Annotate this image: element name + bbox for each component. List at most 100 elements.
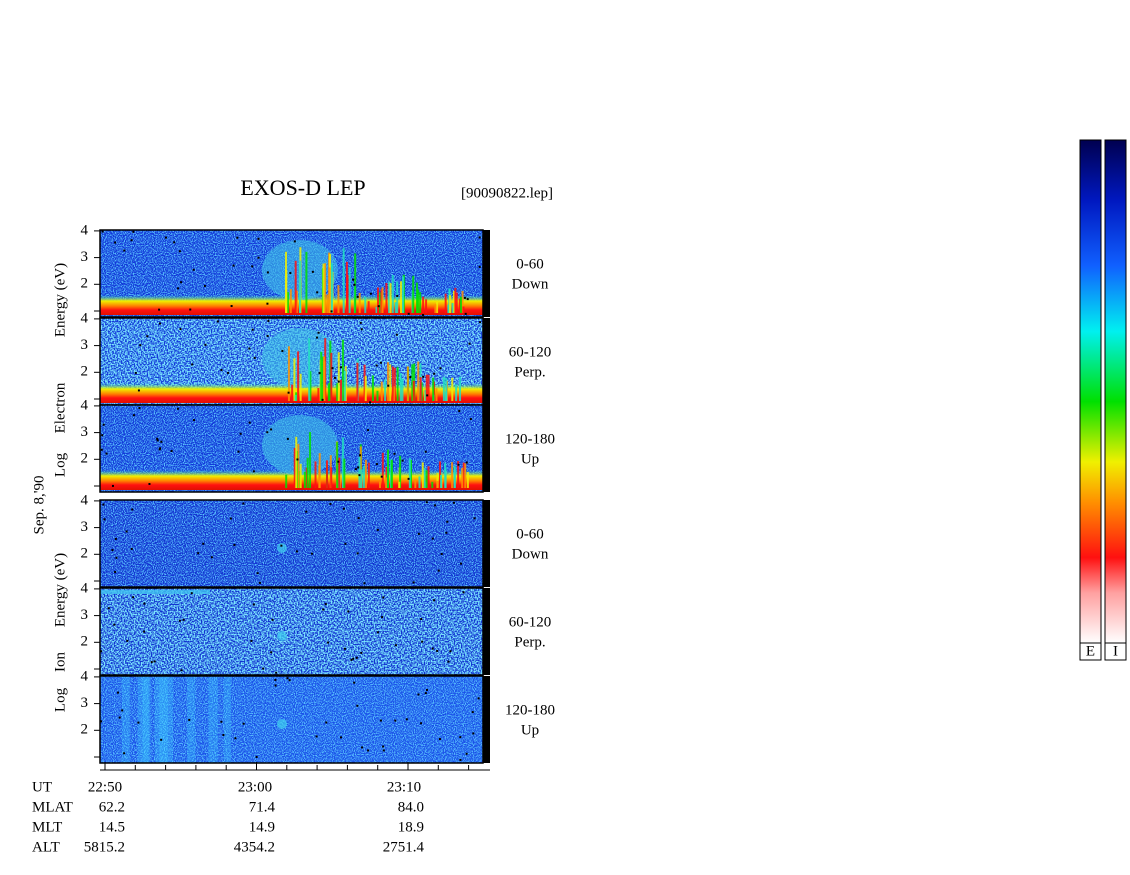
dropout xyxy=(130,239,133,242)
dropout xyxy=(160,440,163,443)
dropout xyxy=(118,716,121,719)
dropout xyxy=(257,256,260,259)
spike xyxy=(454,287,457,313)
dropout xyxy=(153,660,156,663)
dropout xyxy=(473,517,476,520)
dropout xyxy=(158,308,161,311)
dropout xyxy=(232,264,235,267)
spike xyxy=(399,281,402,313)
spike xyxy=(423,467,426,488)
y-axis-label: Log xyxy=(52,687,68,712)
dropout xyxy=(380,475,383,478)
spike xyxy=(364,375,367,401)
spike xyxy=(299,463,302,488)
spike xyxy=(399,372,402,401)
spike xyxy=(317,387,320,401)
dropout xyxy=(333,376,336,379)
spike xyxy=(318,453,321,488)
spike xyxy=(396,281,399,313)
spike xyxy=(379,292,382,313)
dropout xyxy=(352,657,355,660)
dropout xyxy=(255,755,258,758)
dropout xyxy=(425,688,428,691)
dropout xyxy=(237,450,240,453)
spike xyxy=(295,436,298,488)
row-value: 18.9 xyxy=(398,819,424,835)
dropout xyxy=(248,347,251,350)
dropout xyxy=(295,550,298,553)
colorbar xyxy=(1104,139,1127,644)
spike xyxy=(305,251,308,313)
spike xyxy=(389,283,392,313)
spike xyxy=(417,361,420,401)
dropout xyxy=(376,631,379,634)
spike xyxy=(314,461,317,488)
dropout xyxy=(252,603,255,606)
spike xyxy=(452,291,455,313)
y-tick-label: 3 xyxy=(81,607,89,623)
dropout xyxy=(459,736,462,739)
spike xyxy=(389,364,392,401)
spike xyxy=(364,459,367,488)
dropout xyxy=(216,320,219,323)
spike xyxy=(348,267,351,313)
dropout xyxy=(191,363,194,366)
spike xyxy=(449,295,452,313)
dropout xyxy=(121,709,124,712)
dropout xyxy=(100,650,103,653)
dropout xyxy=(281,349,284,352)
dropout xyxy=(382,596,385,599)
panel-direction: Perp. xyxy=(514,364,545,380)
dropout xyxy=(190,592,193,595)
spike xyxy=(464,463,467,488)
spike xyxy=(434,304,437,313)
spike xyxy=(356,362,359,401)
dropout xyxy=(105,452,108,455)
spike xyxy=(330,467,333,488)
y-tick-label: 4 xyxy=(81,397,89,413)
dropout xyxy=(132,230,135,233)
spike xyxy=(297,443,300,488)
dropout xyxy=(369,401,372,404)
y-tick-label: 4 xyxy=(81,310,89,326)
spike xyxy=(303,471,306,488)
ion-streak xyxy=(208,676,218,763)
y-axis-label: Log xyxy=(52,452,68,477)
dropout xyxy=(431,647,434,650)
dropout xyxy=(234,737,237,740)
dropout xyxy=(394,644,397,647)
spike xyxy=(287,346,290,401)
dropout xyxy=(401,459,404,462)
spike xyxy=(364,296,367,313)
spike xyxy=(439,461,442,488)
spike xyxy=(444,391,447,401)
spike xyxy=(323,263,326,313)
spike xyxy=(384,379,387,401)
dropout xyxy=(465,461,468,464)
spike xyxy=(380,381,383,401)
dropout xyxy=(180,669,183,672)
spike xyxy=(371,375,374,401)
spike xyxy=(343,370,346,401)
ion-streak xyxy=(137,676,151,763)
spike xyxy=(322,263,325,313)
spike xyxy=(461,467,464,488)
right-strip xyxy=(483,405,490,492)
panel-angle: 60-120 xyxy=(509,614,552,630)
dropout xyxy=(329,502,332,505)
dropout xyxy=(230,305,233,308)
dropout xyxy=(337,380,340,383)
spike xyxy=(415,282,418,313)
ion-blob xyxy=(277,719,287,729)
dropout xyxy=(421,640,424,643)
spike xyxy=(330,352,333,401)
dropout xyxy=(438,738,441,741)
dropout xyxy=(137,389,140,392)
panel-angle: 120-180 xyxy=(505,431,555,447)
y-axis-label: Energy (eV) xyxy=(52,553,68,627)
y-axis-label: Electron xyxy=(52,382,68,433)
y-axis-label: Ion xyxy=(52,652,68,672)
dropout xyxy=(468,342,471,345)
spike xyxy=(359,446,362,488)
